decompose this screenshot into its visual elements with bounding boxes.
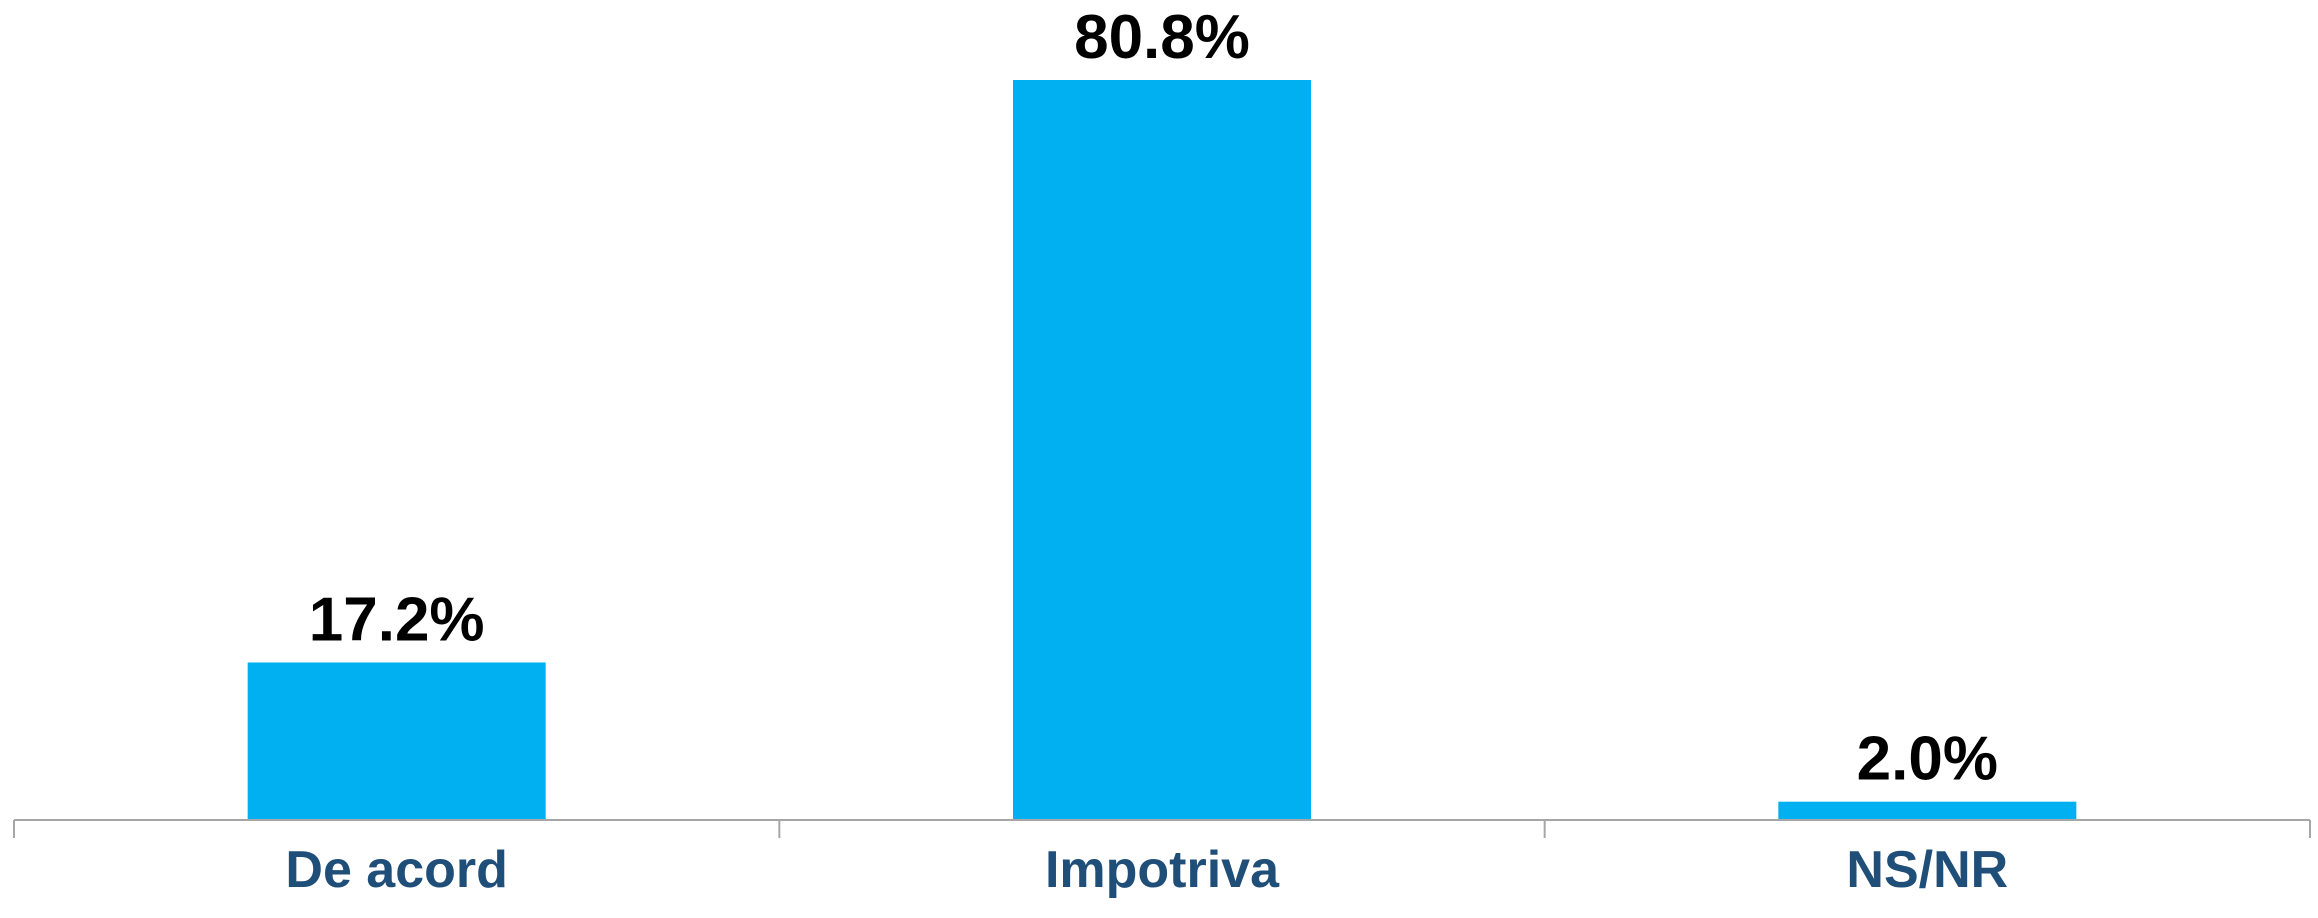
data-label: 17.2% [309,585,485,654]
x-tick-label: Impotriva [1045,841,1280,899]
data-label: 2.0% [1857,725,1998,794]
bar-impotriva [1013,80,1311,820]
x-axis [13,819,2311,838]
bar-de-acord [247,662,546,820]
bar-ns-nr [1778,801,2077,820]
x-tick-label: NS/NR [1846,841,2008,899]
bars-layer [247,80,2077,820]
data-label: 80.8% [1074,3,1250,72]
labels-layer: 17.2% De acord 80.8% Impotriva 2.0% NS/NR [285,3,2008,899]
x-tick-label: De acord [285,841,508,899]
